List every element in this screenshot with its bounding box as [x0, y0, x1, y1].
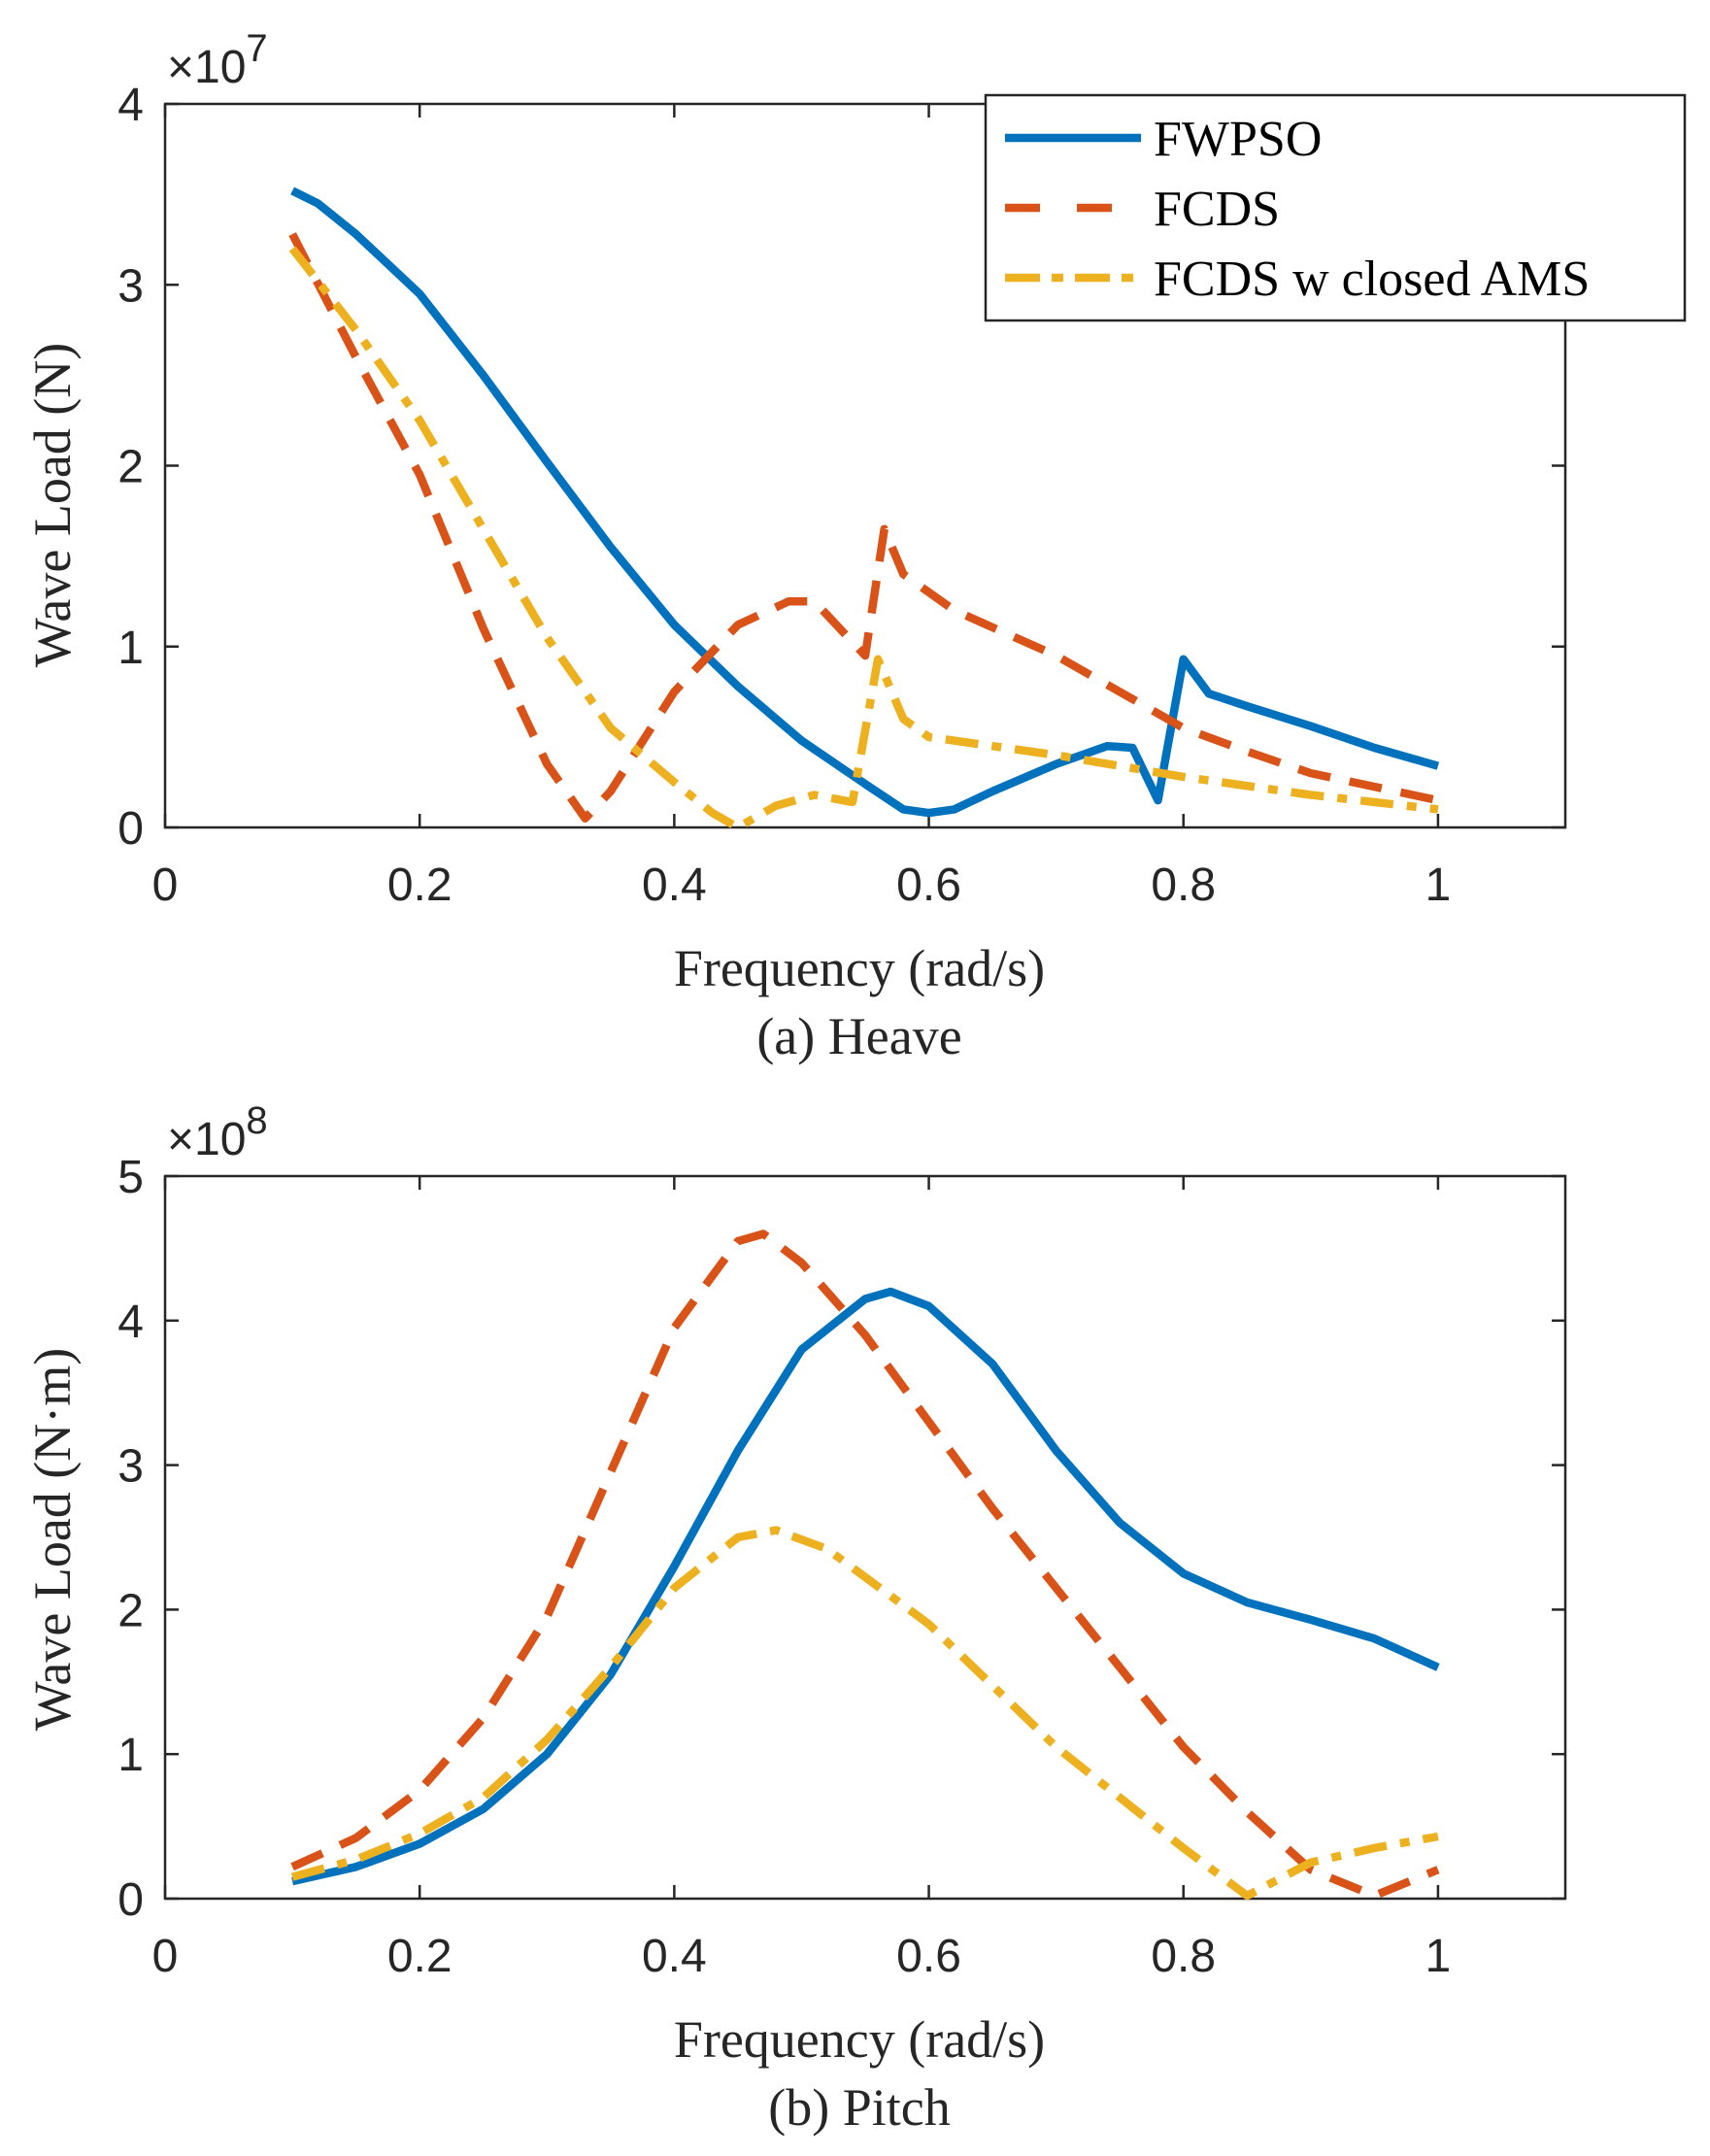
y-tick-label: 0 [117, 1874, 144, 1926]
x-tick-label: 0 [152, 1931, 179, 1982]
series-line-fwpso [291, 1287, 1440, 1886]
x-tick-label: 0.2 [387, 859, 453, 911]
legend: FWPSO FCDS FCDS w closed AMS [984, 93, 1687, 322]
y-tick-label: 4 [117, 1297, 144, 1348]
legend-label: FWPSO [1154, 112, 1322, 167]
series-line-fcds-w-closed-ams [288, 246, 1439, 832]
y-tick-label: 0 [117, 803, 144, 855]
chart-title: (b) Pitch [768, 2078, 950, 2137]
x-tick-label: 0.2 [387, 1931, 453, 1982]
x-tick-label: 0 [152, 859, 179, 911]
y-tick-label: 4 [117, 80, 144, 131]
series-line-fcds [290, 1230, 1440, 1901]
x-tick-label: 1 [1425, 1931, 1452, 1982]
x-axis-label: Frequency (rad/s) [674, 2010, 1045, 2069]
series-line-fwpso [290, 186, 1440, 818]
x-tick-label: 0.8 [1151, 1931, 1216, 1982]
y-tick-label: 2 [117, 442, 144, 493]
chart-title: (a) Heave [756, 1007, 961, 1065]
chart-pitch: 0 0.2 0.4 0.6 0.8 1 0 1 2 3 4 5 ×108 Frequency (rad/s… [23, 1099, 1567, 2137]
y-axis-label: Wave Load (N) [23, 343, 82, 668]
y-tick-label: 3 [117, 1441, 144, 1493]
axes-box [163, 1174, 1567, 1901]
y-tick-label: 1 [117, 623, 144, 674]
series-line-fcds-w-closed-ams [290, 1526, 1439, 1901]
chart-heave: 0 0.2 0.4 0.6 0.8 1 0 1 2 3 4 ×107 Frequency (rad/s)… [23, 27, 1687, 1065]
y-exponent-label: ×108 [167, 1099, 268, 1165]
x-tick-label: 0.4 [642, 1931, 707, 1982]
legend-label: FCDS w closed AMS [1154, 252, 1590, 307]
x-tick-label: 0.4 [642, 859, 707, 911]
y-exponent-label: ×107 [167, 27, 268, 93]
y-tick-label: 5 [117, 1152, 144, 1203]
y-tick-label: 1 [117, 1730, 144, 1781]
x-tick-label: 1 [1425, 859, 1452, 911]
legend-label: FCDS [1154, 182, 1280, 237]
x-tick-label: 0.6 [896, 859, 961, 911]
y-tick-label: 3 [117, 260, 144, 312]
series-line-fcds [288, 232, 1439, 823]
x-axis-label: Frequency (rad/s) [674, 939, 1045, 997]
y-axis-label: Wave Load (N·m) [23, 1348, 82, 1731]
x-tick-label: 0.8 [1151, 859, 1216, 911]
x-tick-label: 0.6 [896, 1931, 961, 1982]
y-tick-label: 2 [117, 1585, 144, 1636]
